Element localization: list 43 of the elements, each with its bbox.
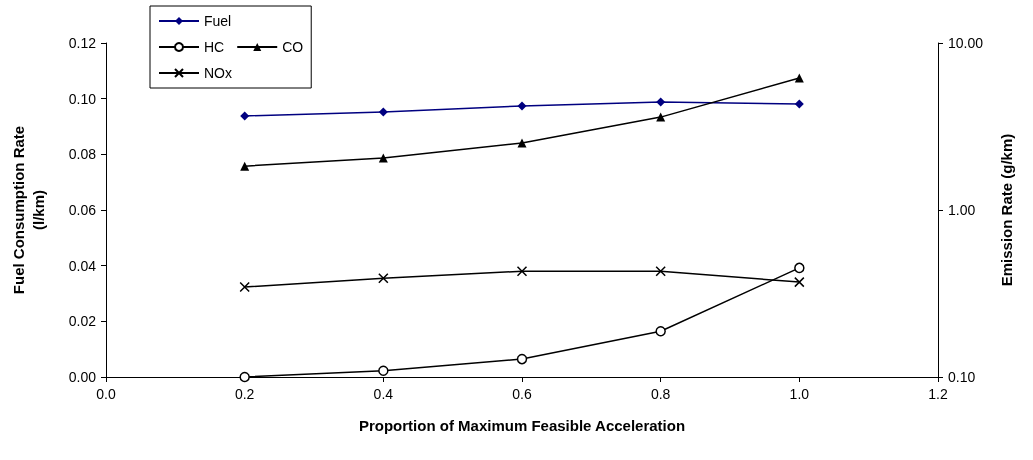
y-tick-label: 0.10 bbox=[68, 90, 97, 107]
y2-axis-title: Emission Rate (g/km) bbox=[997, 133, 1015, 287]
legend-label: HC bbox=[204, 39, 225, 55]
y-tick-label: 0.08 bbox=[68, 146, 97, 163]
point bbox=[655, 325, 666, 337]
x-tick-label: 0.2 bbox=[234, 386, 255, 402]
legend-label: Fuel bbox=[204, 13, 232, 29]
y2-tick-label: 0.10 bbox=[948, 369, 976, 385]
y-tick-label: 0.02 bbox=[68, 313, 97, 330]
legend-label: CO bbox=[282, 39, 304, 55]
point bbox=[239, 281, 250, 293]
x-tick-label: 1.0 bbox=[789, 386, 810, 402]
point bbox=[794, 73, 804, 83]
y-tick-label: 0.04 bbox=[68, 257, 97, 274]
point bbox=[656, 97, 666, 107]
point bbox=[378, 273, 389, 284]
point bbox=[517, 138, 527, 148]
point bbox=[378, 365, 389, 376]
y-axis-title: Fuel Consumption Rate (l/km) bbox=[9, 125, 47, 295]
y-tick-label: 0.06 bbox=[68, 202, 97, 218]
x-tick-label: 0.8 bbox=[650, 386, 671, 402]
legend-label: NOx bbox=[204, 65, 232, 81]
x-tick-label: 0.0 bbox=[96, 386, 116, 402]
x-tick-label: 1.2 bbox=[928, 386, 948, 402]
x-tick-label: 0.4 bbox=[373, 386, 394, 402]
point bbox=[516, 353, 528, 365]
point bbox=[656, 112, 666, 122]
y-tick-label: 0.00 bbox=[68, 369, 97, 385]
point bbox=[516, 265, 528, 277]
y-tick-label: 0.12 bbox=[68, 35, 97, 51]
y2-tick-label: 1.00 bbox=[948, 202, 976, 218]
point bbox=[240, 111, 250, 121]
point bbox=[239, 371, 250, 383]
point bbox=[794, 262, 805, 274]
x-tick-label: 0.6 bbox=[512, 386, 532, 402]
point bbox=[378, 107, 388, 117]
point bbox=[655, 265, 666, 277]
point bbox=[240, 161, 250, 171]
point bbox=[794, 99, 804, 109]
y2-tick-label: 10.00 bbox=[948, 35, 984, 51]
point bbox=[517, 101, 527, 111]
point bbox=[794, 276, 805, 288]
x-axis-title: Proportion of Maximum Feasible Acceleration bbox=[358, 416, 686, 434]
